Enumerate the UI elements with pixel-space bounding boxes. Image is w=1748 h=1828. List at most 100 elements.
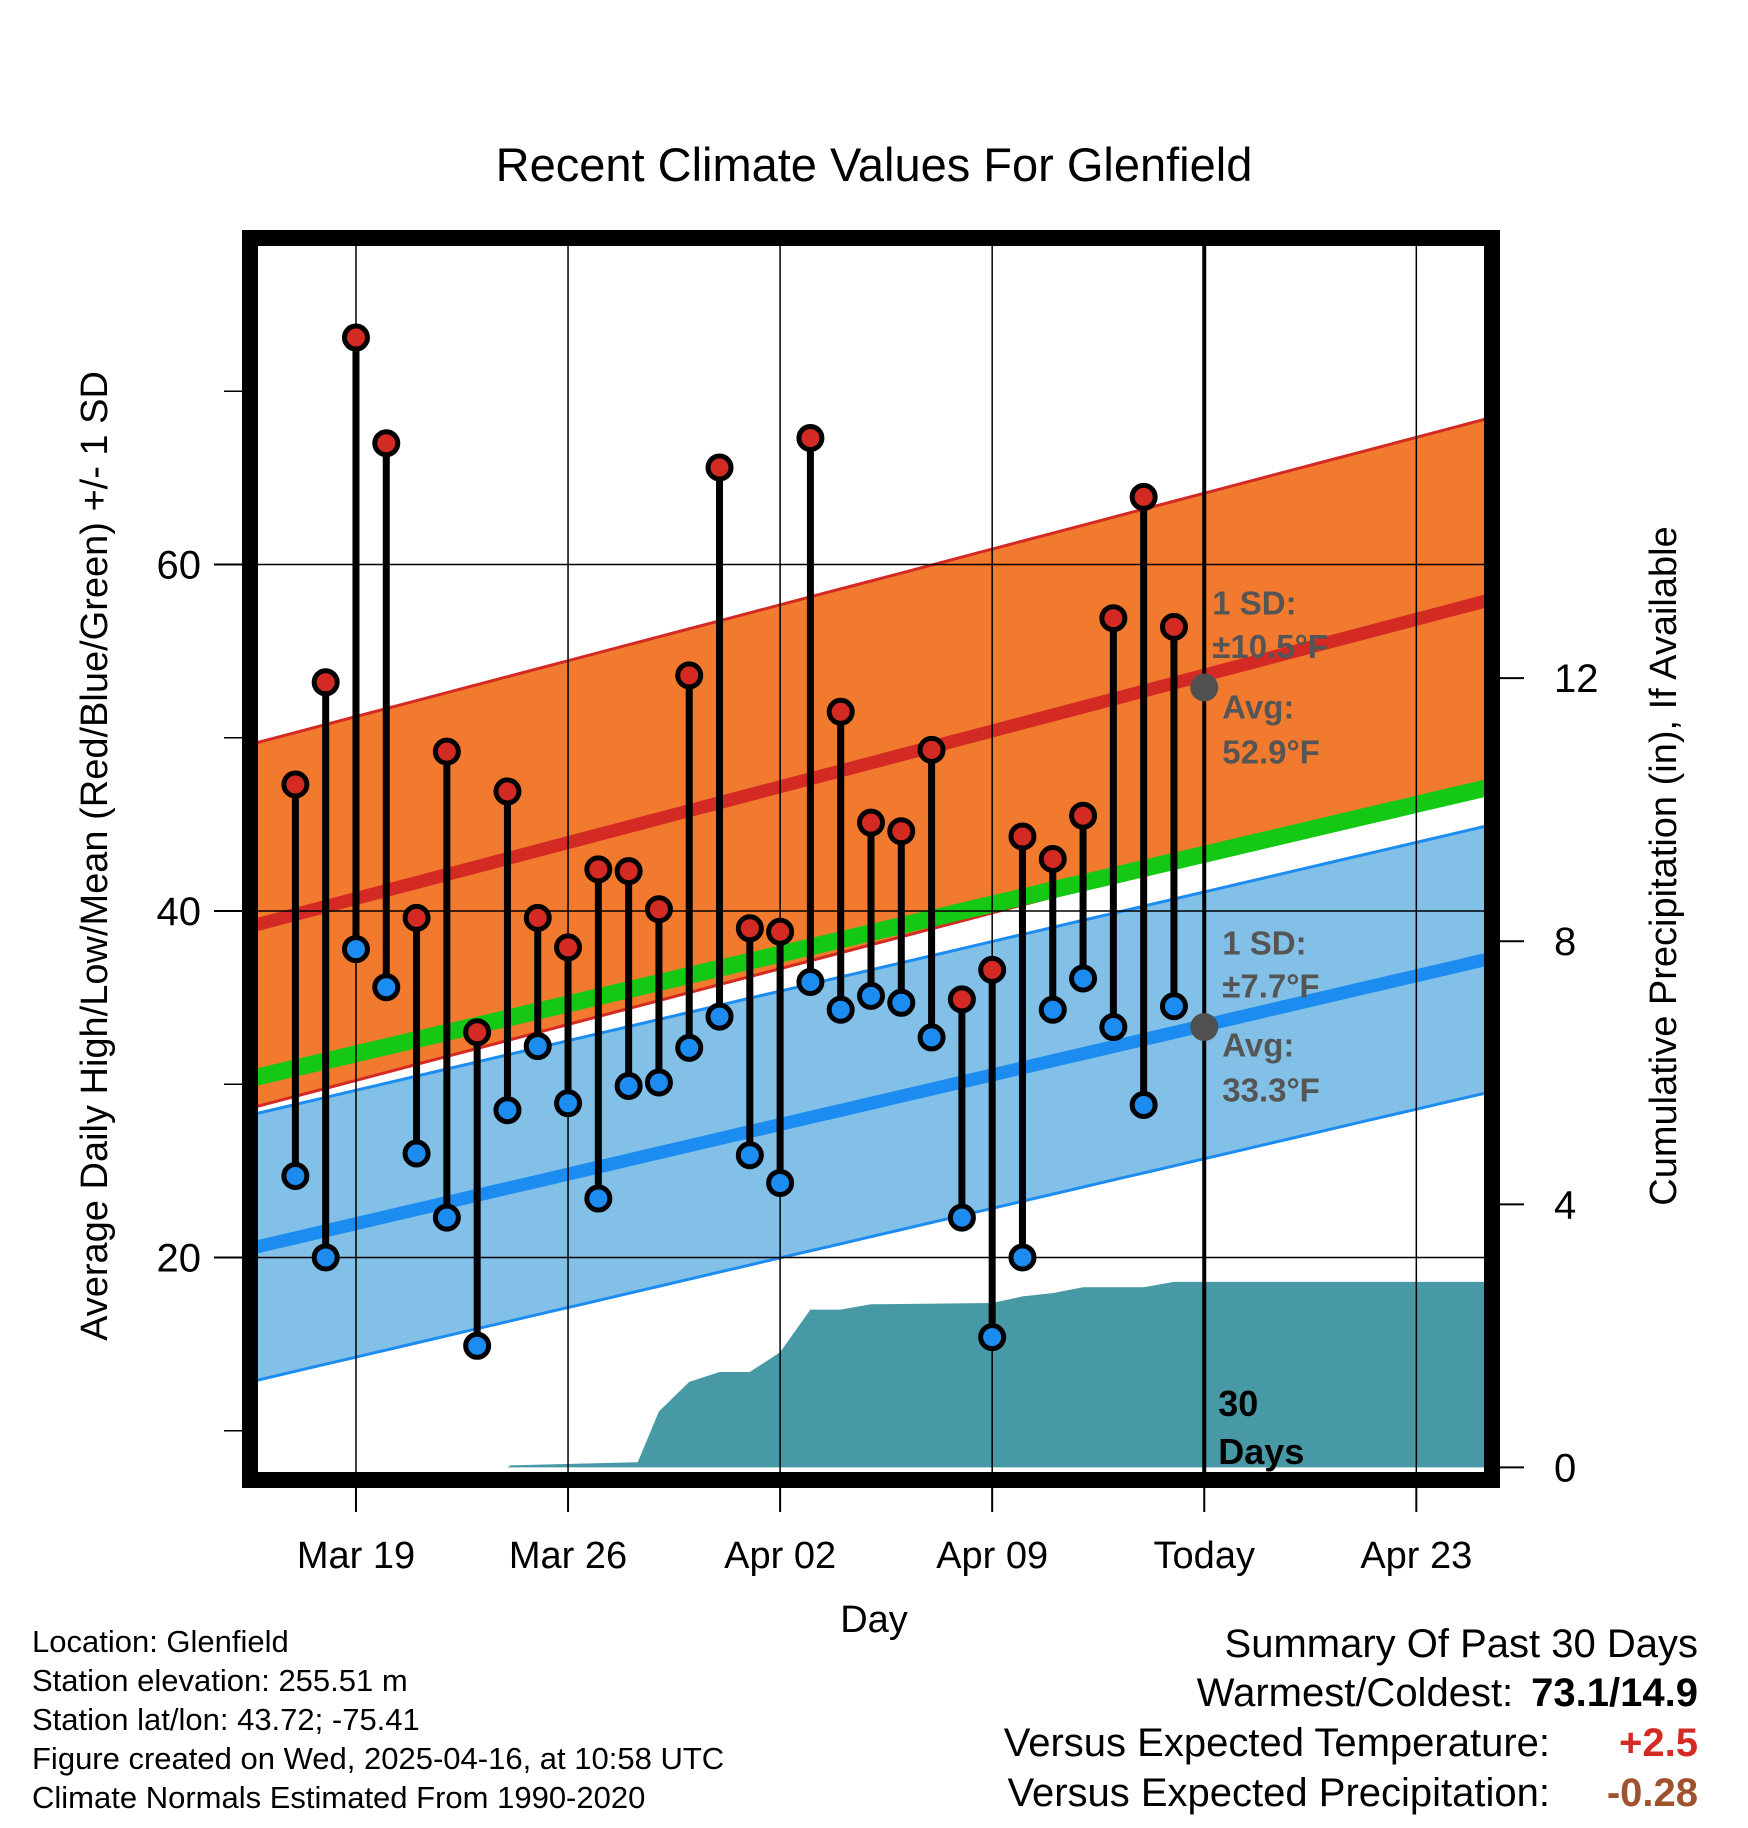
y-axis-label: Average Daily High/Low/Mean (Red/Blue/Gr…	[74, 371, 116, 1341]
daily-high-point	[584, 855, 613, 884]
warmest-value: 73.1/14.9	[1531, 1671, 1698, 1715]
plot-inner	[256, 244, 1486, 1474]
precip-anomaly-label: Versus Expected Precipitation:	[1007, 1771, 1550, 1815]
daily-high-point	[1038, 845, 1067, 873]
daily-high-point	[432, 737, 461, 766]
summary-precip-row: Versus Expected Precipitation: -0.28	[1004, 1768, 1698, 1818]
precip-area	[256, 1281, 1486, 1468]
daily-high-point	[766, 917, 795, 946]
warmest-label: Warmest/Coldest:	[1196, 1671, 1514, 1715]
daily-high-point	[917, 735, 946, 764]
daily-high-point	[947, 985, 976, 1014]
x-tick-label: Mar 19	[297, 1535, 415, 1577]
chart-title: Recent Climate Values For Glenfield	[496, 138, 1253, 191]
daily-high-point	[735, 914, 764, 943]
high-avg-label: Avg:	[1222, 689, 1294, 726]
precip-anomaly-value: -0.28	[1606, 1771, 1698, 1815]
daily-low-point	[614, 1071, 643, 1100]
daily-low-point	[432, 1203, 461, 1232]
x-tick-label: Apr 09	[936, 1535, 1048, 1577]
y-tick-label: 40	[157, 890, 202, 934]
high-avg-value: 52.9°F	[1222, 734, 1320, 771]
daily-low-point	[766, 1168, 795, 1197]
daily-low-point	[735, 1141, 764, 1170]
station-info: Location: Glenfield Station elevation: 2…	[32, 1622, 724, 1817]
figure-created: Figure created on Wed, 2025-04-16, at 10…	[32, 1741, 725, 1776]
low-avg-label: Avg:	[1222, 1026, 1294, 1063]
daily-high-point	[675, 661, 704, 690]
daily-high-point	[796, 424, 825, 453]
x-tick-label: Apr 23	[1360, 1535, 1472, 1577]
daily-low-point	[523, 1032, 552, 1061]
station-location: Location: Glenfield	[32, 1624, 289, 1659]
daily-high-point	[493, 777, 522, 806]
daily-high-point	[463, 1018, 492, 1047]
daily-low-point	[1129, 1091, 1158, 1119]
summary-temp-row: Versus Expected Temperature: +2.5	[1004, 1718, 1698, 1768]
daily-high-point	[826, 697, 855, 726]
summary-header: Summary Of Past 30 Days	[1224, 1622, 1698, 1666]
daily-low-point	[917, 1023, 946, 1052]
daily-low-point	[311, 1243, 340, 1272]
daily-high-point	[644, 895, 673, 924]
low-avg-value: 33.3°F	[1222, 1072, 1320, 1109]
x-tick-label: Today	[1154, 1535, 1255, 1577]
daily-high-point	[1008, 822, 1037, 851]
days-count-unit: Days	[1218, 1431, 1304, 1472]
y-tick-label: 20	[157, 1236, 202, 1280]
daily-low-point	[1069, 964, 1098, 993]
today-high-avg-marker	[1190, 673, 1219, 702]
low-sd-band-lower-edge	[256, 1091, 1486, 1382]
daily-low-point	[857, 981, 885, 1010]
daily-high-point	[341, 323, 370, 352]
y2-axis-label: Cumulative Precipitation (in), If Availa…	[1643, 526, 1685, 1205]
station-latlon: Station lat/lon: 43.72; -75.41	[32, 1702, 420, 1737]
daily-low-point	[584, 1184, 613, 1213]
daily-high-point	[311, 668, 340, 697]
daily-low-point	[281, 1162, 310, 1191]
daily-high-point	[523, 903, 552, 932]
daily-low-point	[826, 995, 855, 1024]
daily-low-point	[554, 1089, 583, 1118]
daily-high-point	[372, 429, 401, 458]
daily-high-point	[978, 955, 1007, 984]
y-tick-label: 60	[157, 543, 202, 587]
x-tick-label: Apr 02	[724, 1535, 836, 1577]
daily-high-point	[1129, 482, 1158, 511]
high-sd-band-upper-edge	[256, 417, 1486, 745]
y2-tick-label: 8	[1554, 920, 1576, 964]
daily-low-point	[493, 1096, 522, 1125]
daily-low-point	[341, 935, 370, 964]
days-count-label: 30	[1218, 1383, 1258, 1424]
summary-warmest-row: Warmest/Coldest: 73.1/14.9	[1004, 1668, 1698, 1718]
high-sd-label: 1 SD:	[1212, 585, 1296, 622]
station-elevation: Station elevation: 255.51 m	[32, 1663, 408, 1698]
daily-low-point	[1038, 995, 1067, 1024]
x-tick-label: Mar 26	[509, 1535, 627, 1577]
plot-area: 1 SD: ±10.5°F Avg: 52.9°F 1 SD: ±7.7°F Avg: 33.…	[157, 230, 1599, 1577]
daily-high-point	[705, 453, 734, 482]
daily-low-point	[796, 968, 825, 996]
today-low-avg-marker	[1190, 1013, 1219, 1042]
normal-high-line	[256, 594, 1486, 932]
daily-low-point	[947, 1203, 976, 1232]
daily-high-point	[614, 857, 643, 886]
daily-low-point	[372, 973, 401, 1002]
plot-frame	[242, 230, 1500, 1488]
daily-high-point	[887, 817, 916, 846]
climate-normals: Climate Normals Estimated From 1990-2020	[32, 1780, 646, 1815]
low-sd-label: 1 SD:	[1222, 924, 1306, 961]
y2-tick-label: 0	[1554, 1446, 1576, 1490]
daily-low-point	[1159, 992, 1188, 1021]
daily-high-point	[402, 903, 431, 932]
daily-low-point	[463, 1331, 492, 1360]
daily-low-point	[1008, 1243, 1037, 1272]
daily-high-point	[281, 770, 310, 799]
normal-low-line	[256, 953, 1486, 1254]
summary-panel: Summary Of Past 30 Days Warmest/Coldest:…	[1004, 1620, 1698, 1818]
daily-high-point	[1159, 612, 1188, 641]
daily-low-point	[1099, 1013, 1128, 1042]
low-sd-value: ±7.7°F	[1222, 968, 1319, 1005]
temp-anomaly-value: +2.5	[1619, 1721, 1698, 1765]
